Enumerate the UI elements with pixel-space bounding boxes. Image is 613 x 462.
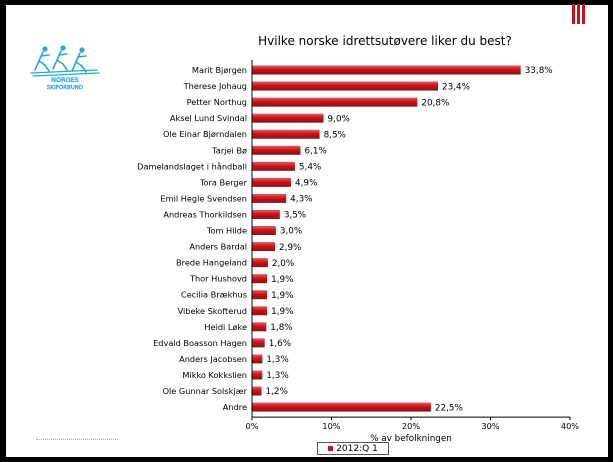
category-label: Vibeke Skofterud bbox=[178, 306, 247, 316]
bar bbox=[252, 258, 268, 267]
data-label: 1,3% bbox=[266, 355, 288, 365]
legend-label: 2012:Q 1 bbox=[336, 444, 378, 454]
bar bbox=[252, 354, 262, 363]
data-label: 1,2% bbox=[266, 387, 288, 397]
data-label: 1,9% bbox=[271, 307, 293, 317]
x-tick-label: 0% bbox=[246, 421, 259, 431]
x-tick-label: 20% bbox=[402, 421, 420, 431]
category-label: Ole Einar Bjørndalen bbox=[163, 129, 247, 139]
data-label: 22,5% bbox=[435, 403, 463, 413]
bar bbox=[252, 370, 262, 379]
data-label: 1,3% bbox=[266, 371, 288, 381]
bar bbox=[252, 322, 266, 331]
data-label: 20,8% bbox=[421, 98, 449, 108]
category-label: Andreas Thorkildsen bbox=[163, 209, 247, 219]
data-label: 2,0% bbox=[272, 259, 294, 269]
category-label: Tarjei Bø bbox=[211, 145, 247, 155]
bar bbox=[252, 178, 291, 187]
category-label: Tom Hilde bbox=[206, 226, 247, 236]
bar bbox=[252, 226, 276, 235]
category-label: Heidi Løke bbox=[204, 322, 247, 332]
data-label: 1,9% bbox=[271, 275, 293, 285]
bar bbox=[252, 194, 286, 203]
category-label: Tora Berger bbox=[199, 177, 248, 187]
data-label: 5,4% bbox=[299, 163, 321, 173]
bar bbox=[252, 66, 521, 75]
legend-swatch bbox=[328, 446, 333, 451]
data-label: 3,0% bbox=[280, 227, 302, 237]
category-label: Petter Northug bbox=[187, 97, 247, 107]
bar bbox=[252, 98, 417, 107]
x-tick-label: 30% bbox=[481, 421, 499, 431]
data-label: 8,5% bbox=[324, 130, 346, 140]
bar bbox=[252, 114, 324, 123]
data-label: 23,4% bbox=[442, 82, 470, 92]
data-label: 6,1% bbox=[304, 146, 326, 156]
x-tick-label: 10% bbox=[322, 421, 340, 431]
category-label: Therese Johaug bbox=[183, 81, 247, 91]
data-label: 3,5% bbox=[284, 211, 306, 221]
category-label: Brede Hangeland bbox=[176, 258, 247, 268]
bar bbox=[252, 162, 295, 171]
bar bbox=[252, 82, 438, 91]
data-label: 1,9% bbox=[271, 291, 293, 301]
bar bbox=[252, 403, 431, 412]
bar bbox=[252, 306, 267, 315]
category-label: Andre bbox=[223, 402, 247, 412]
category-label: Emil Hegle Svendsen bbox=[160, 193, 247, 203]
data-label: 2,9% bbox=[279, 243, 301, 253]
category-label: Damelandslaget i håndball bbox=[137, 161, 247, 171]
data-label: 1,6% bbox=[269, 339, 291, 349]
category-label: Thor Hushovd bbox=[189, 274, 247, 284]
category-label: Edvald Boasson Hagen bbox=[153, 338, 247, 348]
bar bbox=[252, 338, 265, 347]
x-tick-label: 40% bbox=[561, 421, 579, 431]
data-label: 4,9% bbox=[295, 179, 317, 189]
bar bbox=[252, 274, 267, 283]
category-label: Anders Bardal bbox=[189, 242, 247, 252]
data-label: 9,0% bbox=[328, 114, 350, 124]
category-label: Marit Bjørgen bbox=[192, 65, 247, 75]
bar bbox=[252, 210, 280, 219]
bar bbox=[252, 130, 320, 139]
chart-legend: 2012:Q 1 bbox=[317, 442, 389, 455]
footer-divider bbox=[36, 439, 118, 440]
data-label: 1,8% bbox=[270, 323, 292, 333]
category-label: Mikko Kokkslien bbox=[182, 370, 247, 380]
bar bbox=[252, 242, 275, 251]
category-label: Aksel Lund Svindal bbox=[170, 113, 247, 123]
data-label: 4,3% bbox=[290, 195, 312, 205]
category-label: Ole Gunnar Solskjær bbox=[163, 386, 248, 396]
bar bbox=[252, 290, 267, 299]
category-label: Cecilia Brækhus bbox=[181, 290, 247, 300]
bar bbox=[252, 146, 300, 155]
bar bbox=[252, 387, 262, 396]
data-label: 33,8% bbox=[525, 66, 553, 76]
category-label: Anders Jacobsen bbox=[179, 354, 247, 364]
